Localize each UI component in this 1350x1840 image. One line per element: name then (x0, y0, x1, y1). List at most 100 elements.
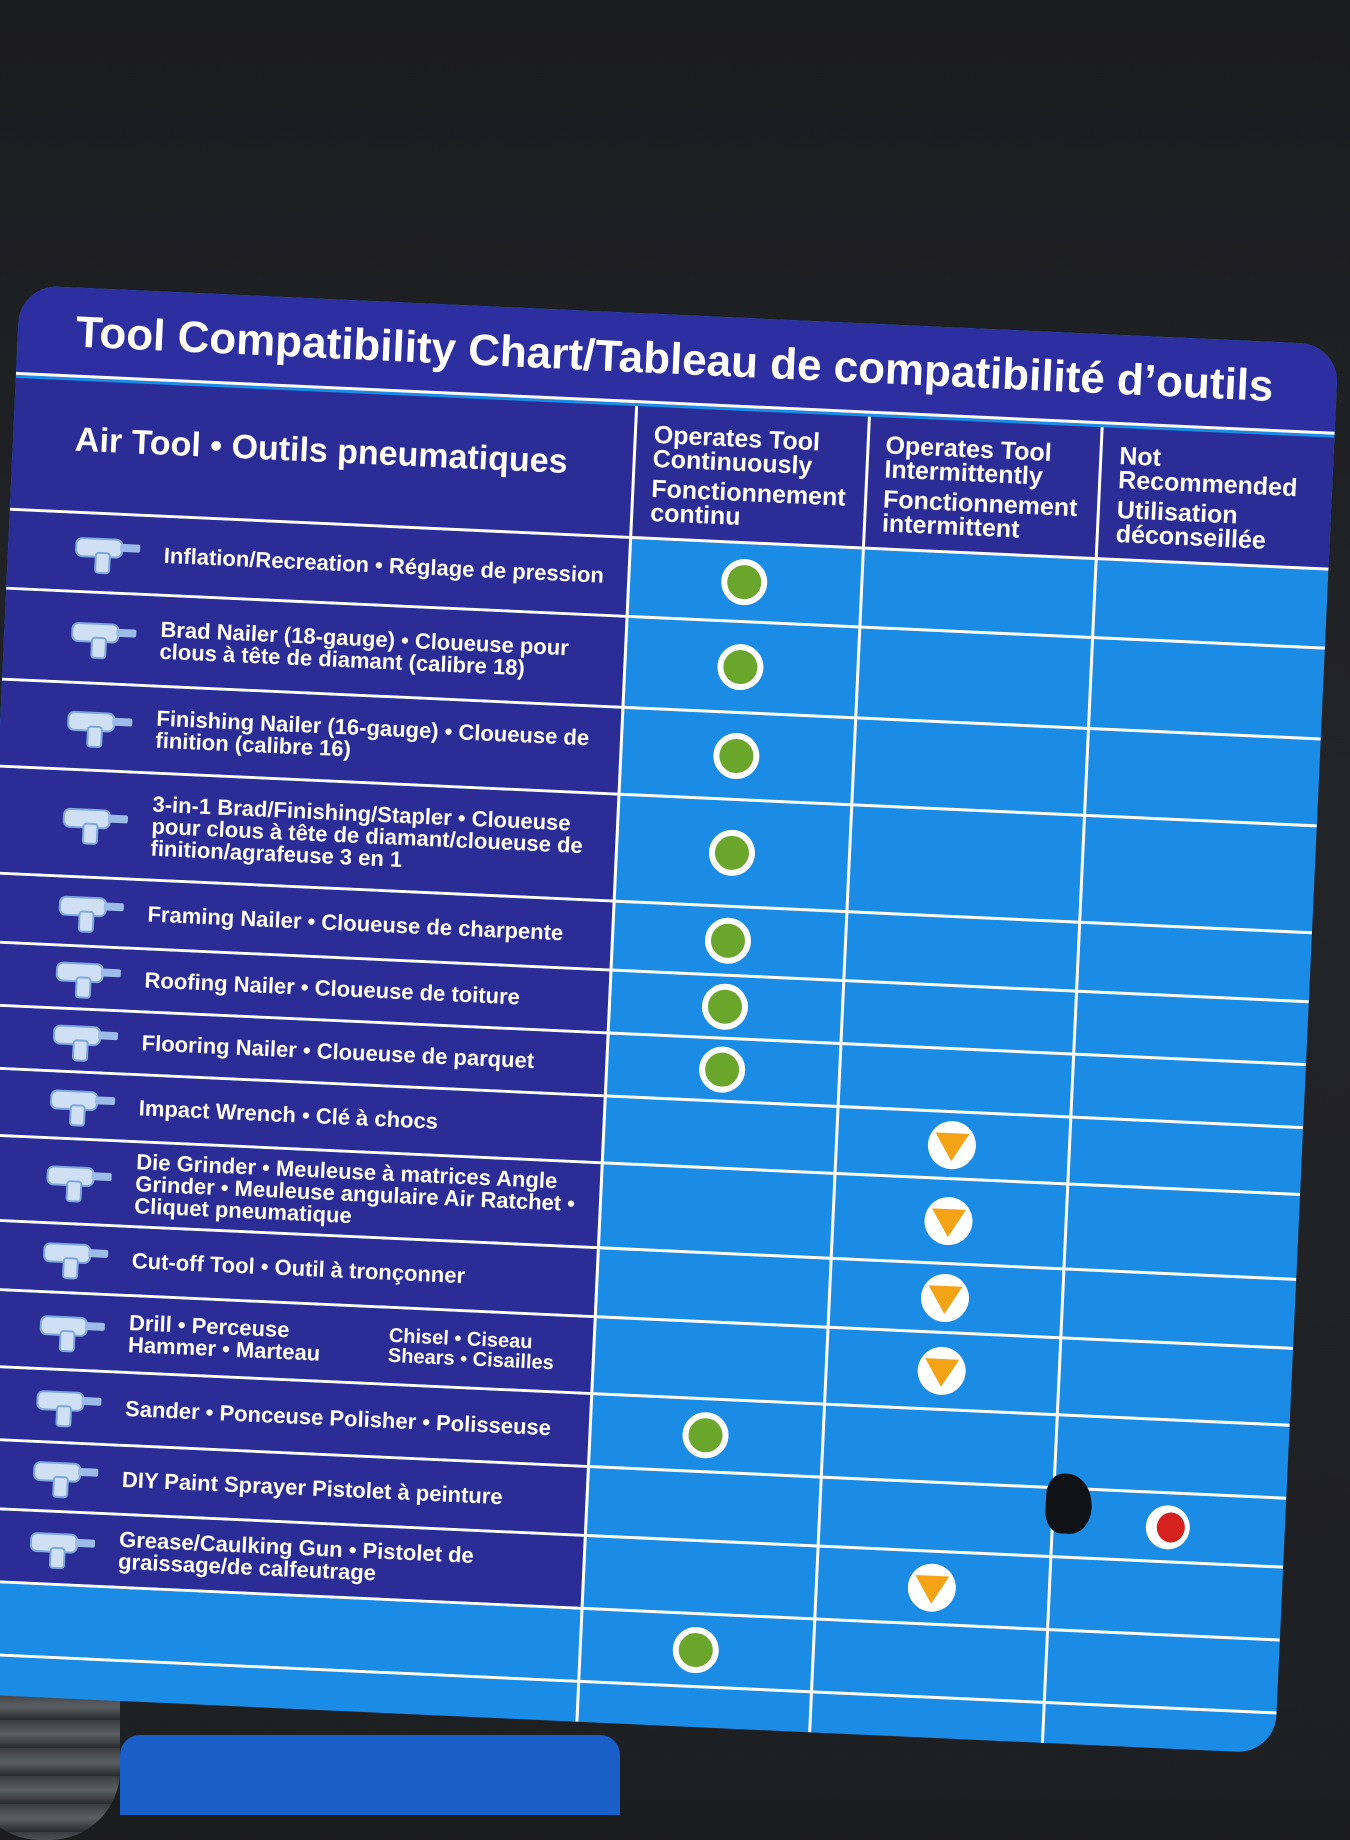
rating-cell-continuous (626, 539, 862, 625)
rating-cell-continuous (604, 1034, 839, 1105)
tool-label-secondary: Chisel • Ciseau Shears • Cisailles (387, 1324, 555, 1375)
header-not-recommended: Not Recommended Utilisation déconseillée (1115, 442, 1298, 555)
tool-cell: Roofing Nailer • Cloueuse de toiture (0, 943, 610, 1032)
tool-cell: Cut-off Tool • Outil à tronçonner (0, 1221, 597, 1316)
drill-icon (29, 1302, 111, 1362)
impact-wrench-icon (40, 1076, 122, 1136)
table-row: 3-in-1 Brad/Finishing/Stapler • Cloueuse… (0, 767, 1317, 935)
rating-cell-not-recommended (1072, 993, 1307, 1064)
table-row: Finishing Nailer (16-gauge) • Cloueuse d… (0, 680, 1321, 828)
tool-label: Brad Nailer (18-gauge) • Cloueuse pour c… (158, 616, 570, 681)
tool-label: 3-in-1 Brad/Finishing/Stapler • Cloueuse… (150, 791, 584, 872)
rating-cell-intermittent (823, 1329, 1059, 1413)
continuous-dot-icon (671, 1626, 720, 1675)
rating-cell-continuous (601, 1097, 837, 1172)
finishing-nailer-icon (57, 697, 139, 757)
table-row: DIY Paint Sprayer Pistolet à peinture (0, 1439, 1287, 1569)
table-row: Impact Wrench • Clé à chocs (0, 1069, 1304, 1197)
rating-cell-continuous (607, 971, 842, 1042)
rating-cell-not-recommended (1059, 1270, 1295, 1347)
table-row: Inflation/Recreation • Réglage de pressi… (6, 510, 1329, 650)
roofing-nailer-icon (45, 948, 127, 1008)
continuous-dot-icon (681, 1411, 730, 1460)
continuous-dot-icon (700, 982, 749, 1031)
rating-cell-continuous (610, 903, 846, 980)
tool-label: Finishing Nailer (16-gauge) • Cloueuse d… (154, 705, 590, 762)
table-row: Framing Nailer • Cloueuse de charpente (0, 874, 1312, 1004)
tool-cell: Finishing Nailer (16-gauge) • Cloueuse d… (0, 680, 622, 793)
rating-cell-continuous (581, 1537, 817, 1617)
rating-cell-not-recommended (1063, 1185, 1299, 1277)
brad-nailer-icon (61, 608, 143, 668)
tool-cell: Grease/Caulking Gun • Pistolet de graiss… (0, 1508, 584, 1607)
tool-label: Die Grinder • Meuleuse à matrices Angle … (133, 1149, 576, 1228)
rating-cell-continuous (622, 618, 859, 716)
tool-cell: Die Grinder • Meuleuse à matrices Angle … (0, 1136, 601, 1247)
table-row: Sander • Ponceuse Polisher • Polisseuse (0, 1366, 1290, 1500)
intermittent-triangle-icon (926, 1120, 977, 1171)
rating-cell-intermittent (854, 628, 1091, 726)
tool-label: Inflation/Recreation • Réglage de pressi… (163, 542, 605, 588)
tool-cell: Drill • Perceuse Hammer • Marteau Chisel … (0, 1289, 594, 1393)
tool-label: Cut-off Tool • Outil à tronçonner (131, 1248, 466, 1289)
rating-cell-intermittent (817, 1479, 1053, 1556)
continuous-dot-icon (697, 1045, 746, 1094)
tool-cell: Brad Nailer (18-gauge) • Cloueuse pour c… (2, 589, 626, 706)
inflation-nozzle-icon (65, 523, 147, 583)
rating-cell-not-recommended (1091, 560, 1327, 646)
header-intermittent: Operates Tool Intermittently Fonctionnem… (881, 431, 1079, 544)
table-row: Cut-off Tool • Outil à tronçonner (0, 1221, 1297, 1350)
triangle-shape (933, 1132, 969, 1162)
tool-cell: Sander • Ponceuse Polisher • Polisseuse (0, 1366, 591, 1465)
rating-cell-intermittent (834, 1108, 1070, 1183)
rating-cell-intermittent (840, 982, 1075, 1053)
cutoff-tool-icon (33, 1229, 115, 1289)
tool-label: Grease/Caulking Gun • Pistolet de graiss… (117, 1526, 475, 1586)
continuous-dot-icon (719, 558, 768, 607)
paint-sprayer-icon (23, 1447, 105, 1507)
continuous-dot-icon (711, 731, 760, 780)
rating-cell-continuous (584, 1468, 820, 1545)
grinder-icon (36, 1152, 118, 1212)
rating-cell-intermittent (837, 1045, 1072, 1116)
rating-cell-continuous (587, 1395, 823, 1475)
rating-cell-intermittent (858, 549, 1094, 635)
tool-label: Impact Wrench • Clé à chocs (138, 1095, 439, 1134)
rating-cell-intermittent (830, 1175, 1066, 1267)
intermittent-triangle-icon (906, 1562, 957, 1613)
table-row: Flooring Nailer • Cloueuse de parquet (0, 1006, 1306, 1130)
intermittent-triangle-icon (916, 1345, 967, 1396)
rating-cell-not-recommended (1078, 817, 1315, 931)
compatibility-chart-sticker: Tool Compatibility Chart/Tableau de comp… (0, 285, 1339, 1754)
rating-cell-not-recommended (1083, 730, 1320, 824)
intermittent-triangle-icon (922, 1195, 974, 1247)
rating-cell-not-recommended (1056, 1339, 1292, 1423)
table-row: Grease/Caulking Gun • Pistolet de graiss… (0, 1508, 1284, 1642)
rating-cell-continuous (577, 1610, 813, 1690)
rating-cell-not-recommended (1046, 1558, 1282, 1638)
intermittent-triangle-icon (919, 1272, 970, 1324)
continuous-dot-icon (703, 916, 752, 965)
tool-label: Flooring Nailer • Cloueuse de parquet (141, 1030, 535, 1074)
tool-rows: Inflation/Recreation • Réglage de pressi… (0, 510, 1329, 1715)
rating-cell-intermittent (810, 1620, 1046, 1700)
rating-cell-continuous (594, 1249, 830, 1326)
triangle-shape (913, 1574, 949, 1605)
rating-cell-intermittent (850, 719, 1087, 813)
framing-nailer-icon (48, 882, 130, 942)
tool-label: Framing Nailer • Cloueuse de charpente (147, 901, 564, 946)
tool-label: Roofing Nailer • Cloueuse de toiture (144, 967, 521, 1010)
table-row: Brad Nailer (18-gauge) • Cloueuse pour c… (2, 589, 1325, 741)
grease-gun-icon (20, 1518, 102, 1578)
rating-cell-continuous (597, 1164, 833, 1256)
rating-cell-continuous (618, 709, 855, 803)
header-air-tool: Air Tool • Outils pneumatiques (74, 420, 569, 481)
rating-cell-intermittent (813, 1547, 1049, 1627)
tool-cell: Framing Nailer • Cloueuse de charpente (0, 874, 613, 969)
triangle-shape (930, 1208, 966, 1238)
rating-cell-not-recommended (1075, 924, 1311, 1001)
rating-cell-intermittent (820, 1406, 1056, 1486)
rating-cell-continuous (590, 1318, 826, 1402)
not-recommended-dot-icon (1144, 1504, 1191, 1551)
tool-label: Drill • Perceuse Hammer • Marteau (127, 1310, 321, 1366)
